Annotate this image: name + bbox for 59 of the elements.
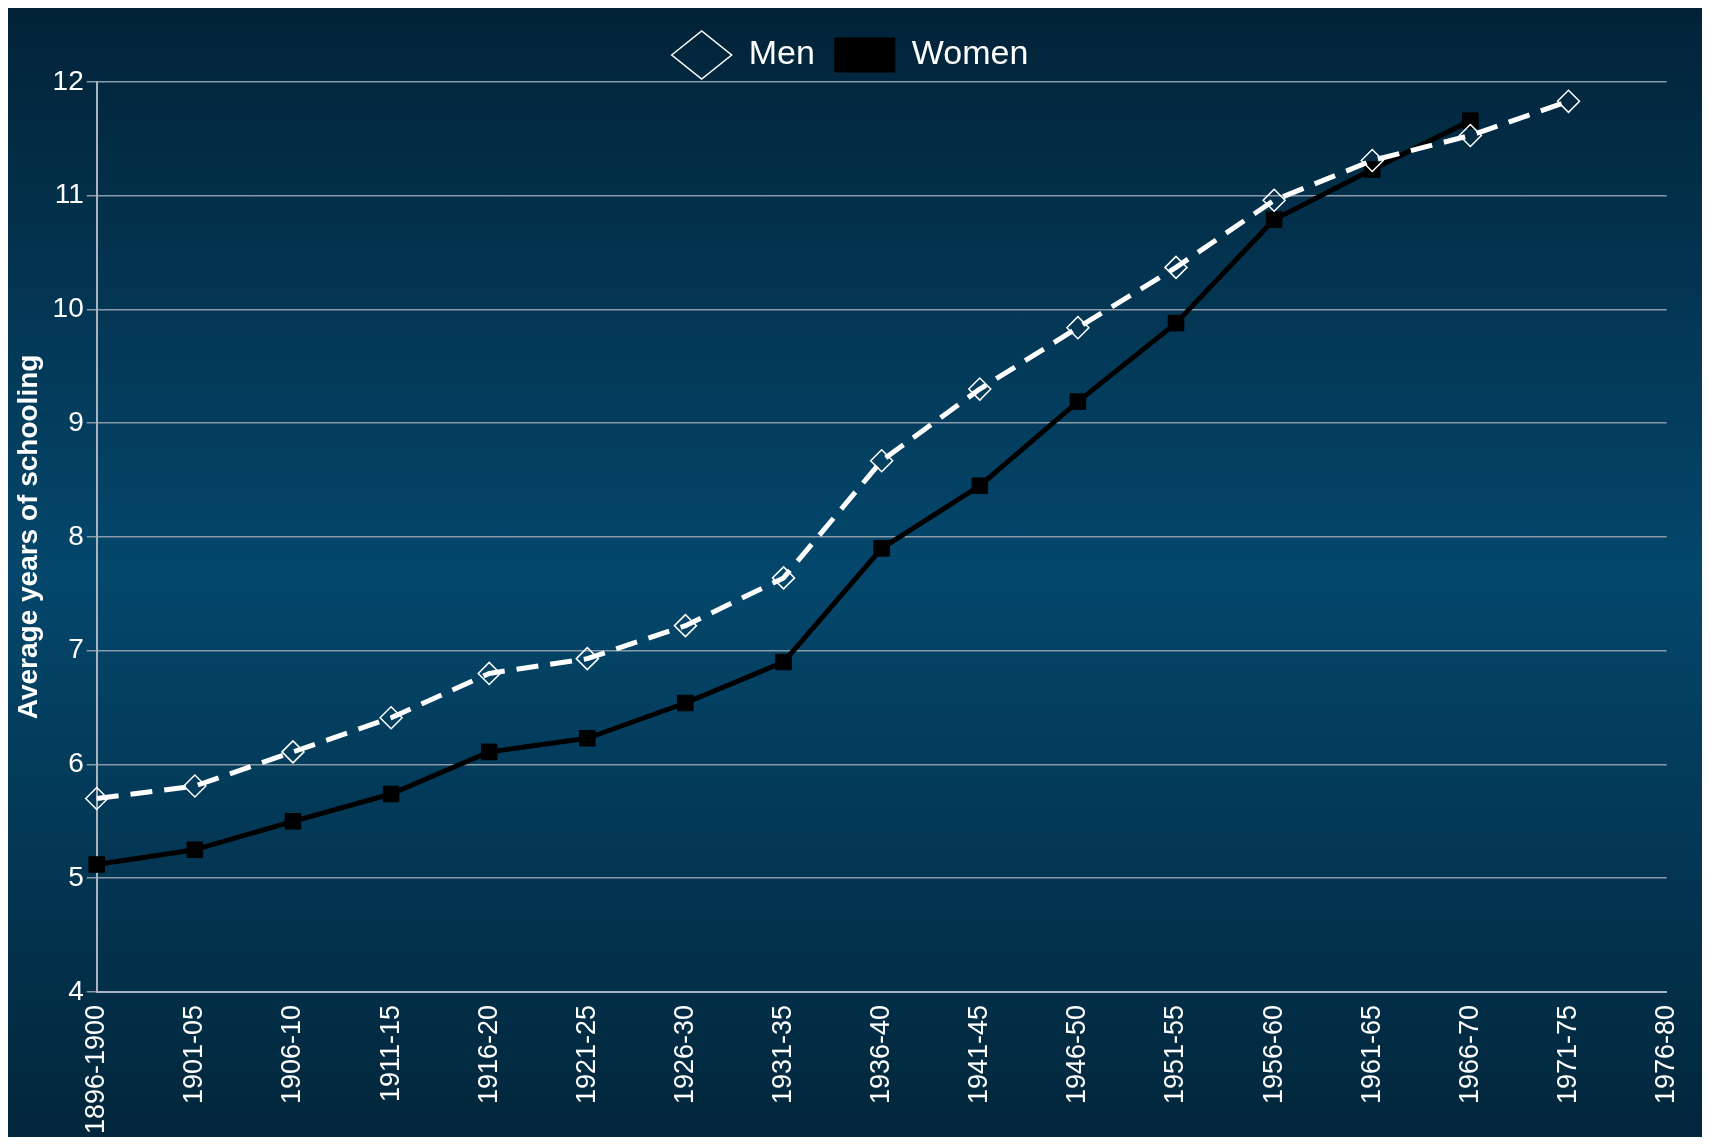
point [477,661,501,686]
point [1556,89,1581,114]
point [1069,393,1087,410]
x-tick-label: 1951-55 [1159,1004,1190,1104]
point [677,694,694,712]
point [869,448,894,473]
x-tick-label: 1916-20 [472,1004,503,1104]
legend-label: Men [748,33,815,72]
y-tick-label: 4 [68,974,84,1006]
y-tick-label: 6 [68,747,84,779]
point [971,477,989,495]
point [775,653,792,671]
point [771,566,796,590]
legend-label: Women [911,33,1029,72]
x-tick-label: 1906-10 [276,1004,307,1104]
point [1167,314,1185,332]
point [673,613,698,638]
point [968,377,992,401]
x-tick-label: 1941-45 [963,1004,994,1104]
point [579,729,596,747]
x-tick-label: 1921-25 [570,1004,601,1104]
point [873,540,890,557]
x-tick-label: 1971-75 [1551,1004,1582,1104]
y-tick-label: 8 [68,519,84,551]
point [575,646,600,671]
point [85,786,109,811]
point [1262,188,1286,213]
point [183,774,207,798]
point [379,706,403,730]
x-tick-label: 1931-35 [767,1004,798,1104]
x-tick-label: 1946-50 [1061,1004,1092,1104]
point [1066,315,1090,340]
x-tick-label: 1956-60 [1257,1004,1288,1104]
x-tick-label: 1961-65 [1355,1004,1386,1104]
point [1458,123,1483,148]
x-tick-label: 1936-40 [865,1004,896,1104]
y-tick-label: 5 [68,860,84,892]
y-tick-label: 12 [52,64,84,96]
y-tick-label: 7 [68,633,84,665]
y-tick-label: 9 [68,405,84,437]
point [88,856,106,873]
y-tick-label: 11 [54,178,84,210]
point [1265,211,1283,228]
x-tick-label: 1976-80 [1650,1004,1681,1104]
y-tick-label: 10 [52,292,84,324]
point [1462,112,1479,129]
point [186,841,204,858]
point [284,813,302,830]
y-axis-title: Average years of schooling [11,354,43,720]
point [281,740,305,764]
point [1164,255,1188,280]
x-tick-label: 1966-70 [1453,1004,1484,1104]
point [382,785,400,803]
point [1360,148,1384,173]
x-tick-label: 1896-1900 [80,1004,111,1134]
point [480,743,498,761]
x-tick-label: 1926-30 [668,1004,699,1104]
x-tick-label: 1911-15 [374,1004,405,1102]
x-tick-label: 1901-05 [178,1004,209,1104]
